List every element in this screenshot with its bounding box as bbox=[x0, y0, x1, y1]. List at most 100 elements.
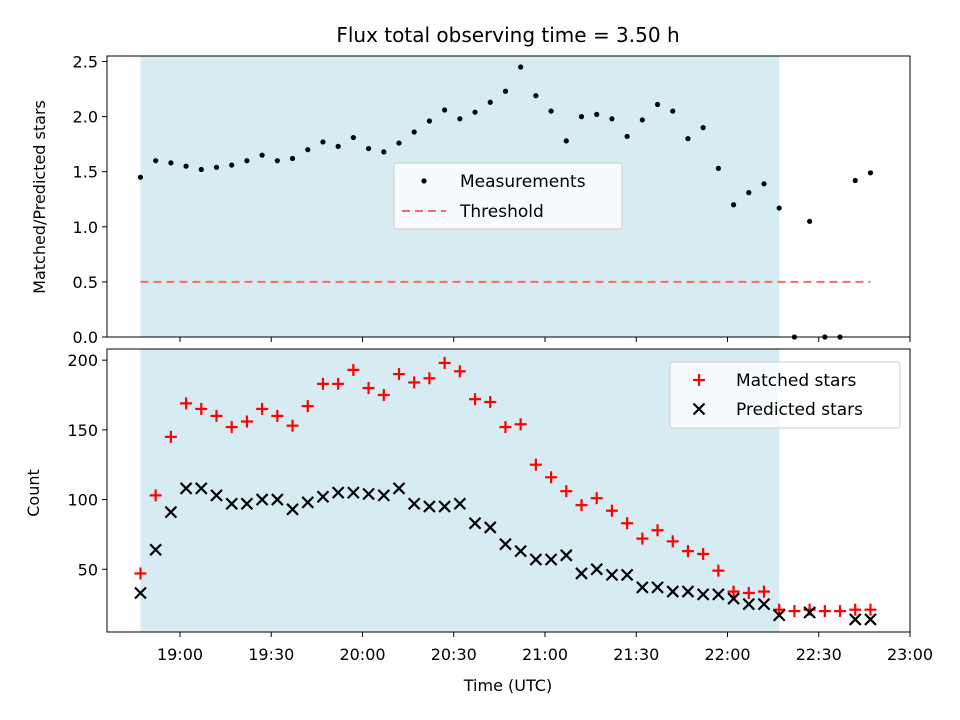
predicted-star-marker bbox=[271, 493, 284, 506]
predicted-star-marker bbox=[544, 553, 558, 566]
measurement-point bbox=[746, 190, 752, 196]
legend-plus bbox=[693, 374, 705, 386]
cross-stroke-b bbox=[681, 585, 695, 598]
cross-stroke-b bbox=[392, 482, 406, 495]
measurement-point bbox=[654, 101, 661, 108]
measurement-point bbox=[426, 118, 433, 124]
measurement-point bbox=[715, 165, 721, 171]
top-xticks bbox=[179, 337, 911, 342]
predicted-star-marker bbox=[605, 568, 619, 582]
measurement-point bbox=[457, 116, 463, 122]
measurement-point bbox=[320, 139, 326, 145]
predicted-star-marker bbox=[225, 497, 238, 511]
cross-stroke-b bbox=[149, 543, 162, 557]
legend-matched-label: Matched stars bbox=[736, 371, 856, 391]
measurement-point bbox=[670, 108, 676, 114]
matched-star-marker bbox=[180, 397, 193, 410]
predicted-star-marker bbox=[803, 606, 816, 619]
measurement-point bbox=[776, 205, 782, 211]
matched-star-marker bbox=[408, 376, 421, 389]
bottom-xtick-label: 19:00 bbox=[157, 645, 203, 664]
matched-star-marker bbox=[256, 402, 269, 415]
cross-stroke-b bbox=[742, 597, 756, 611]
predicted-star-marker bbox=[696, 588, 710, 601]
measurement-point bbox=[685, 136, 691, 142]
predicted-star-marker bbox=[666, 585, 680, 598]
cross-stroke-b bbox=[362, 487, 375, 501]
predicted-star-marker bbox=[347, 486, 360, 499]
cross-stroke-b bbox=[636, 581, 649, 594]
matched-star-marker bbox=[225, 421, 238, 434]
top-ytick-label: 0.5 bbox=[73, 273, 98, 292]
matched-star-marker bbox=[560, 485, 573, 498]
measurement-point bbox=[639, 117, 645, 123]
bottom-xtick-label: 20:30 bbox=[431, 645, 477, 664]
cross-stroke-b bbox=[210, 489, 223, 502]
measurement-point bbox=[472, 109, 478, 115]
predicted-star-marker bbox=[164, 505, 178, 519]
cross-stroke-b bbox=[347, 486, 360, 499]
cross-stroke-b bbox=[848, 613, 862, 626]
bottom-xtick-label: 21:00 bbox=[522, 645, 568, 664]
predicted-star-marker bbox=[392, 482, 406, 495]
matched-star-marker bbox=[621, 517, 634, 530]
matched-star-marker bbox=[393, 368, 405, 381]
measurement-point bbox=[700, 125, 706, 131]
predicted-star-marker bbox=[620, 568, 634, 582]
measurement-point bbox=[578, 114, 585, 120]
bottom-ytick-label: 150 bbox=[67, 421, 98, 440]
matched-star-marker bbox=[758, 585, 770, 598]
cross-stroke-b bbox=[499, 537, 512, 551]
matched-star-marker bbox=[195, 402, 208, 415]
measurement-point bbox=[153, 158, 159, 164]
measurement-point bbox=[518, 64, 524, 70]
cross-stroke-b bbox=[514, 544, 527, 558]
bottom-xticks: 19:00 19:30 20:00 20:30 21:00 21:30 22:00 22:30… bbox=[157, 632, 933, 664]
matched-star-marker bbox=[423, 372, 436, 385]
measurement-point bbox=[411, 129, 417, 135]
cross-stroke-b bbox=[575, 567, 588, 580]
predicted-star-marker bbox=[712, 588, 725, 601]
measurement-point bbox=[289, 155, 296, 162]
measurement-point bbox=[350, 134, 356, 141]
matched-star-marker bbox=[651, 524, 664, 537]
measurement-points bbox=[137, 64, 874, 340]
legend-threshold-label: Threshold bbox=[459, 202, 544, 222]
chart-title: Flux total observing time = 3.50 h bbox=[336, 23, 679, 47]
cross-stroke-b bbox=[666, 585, 680, 598]
cross-stroke-b bbox=[195, 482, 208, 495]
matched-star-marker bbox=[590, 492, 603, 505]
predicted-star-marker bbox=[514, 544, 527, 558]
matched-star-marker bbox=[697, 547, 710, 560]
top-legend: Measurements Threshold bbox=[393, 162, 623, 230]
measurement-point bbox=[213, 164, 220, 170]
cross-stroke-b bbox=[712, 588, 725, 601]
legend-measurements-label: Measurements bbox=[460, 172, 586, 192]
matched-star-marker bbox=[834, 605, 847, 618]
predicted-star-marker bbox=[255, 493, 269, 506]
measurement-point bbox=[624, 133, 630, 140]
predicted-star-marker bbox=[301, 496, 315, 509]
matched-star-marker bbox=[301, 400, 314, 413]
bottom-axes-frame bbox=[106, 348, 911, 633]
measurement-point bbox=[807, 218, 813, 224]
matched-star-marker bbox=[681, 545, 694, 558]
cross-stroke-b bbox=[864, 613, 877, 626]
measurement-point bbox=[442, 107, 448, 113]
matched-star-marker bbox=[453, 365, 466, 378]
cross-stroke-b bbox=[696, 588, 710, 601]
legend-matched-marker bbox=[693, 374, 705, 386]
bottom-ytick-label: 200 bbox=[67, 351, 98, 370]
bottom-legend-box bbox=[669, 361, 901, 429]
matched-star-marker bbox=[164, 430, 177, 443]
predicted-star-marker bbox=[286, 503, 299, 516]
predicted-star-marker bbox=[590, 562, 603, 576]
matched-star-marker bbox=[347, 363, 360, 376]
measurement-point bbox=[502, 88, 509, 94]
bottom-legend: Matched stars Predicted stars bbox=[669, 361, 901, 429]
measurement-point bbox=[867, 170, 874, 176]
predicted-star-marker bbox=[651, 581, 664, 594]
legend-predicted-label: Predicted stars bbox=[736, 400, 863, 420]
predicted-star-marker bbox=[529, 553, 543, 566]
predicted-star-marker bbox=[575, 567, 588, 580]
